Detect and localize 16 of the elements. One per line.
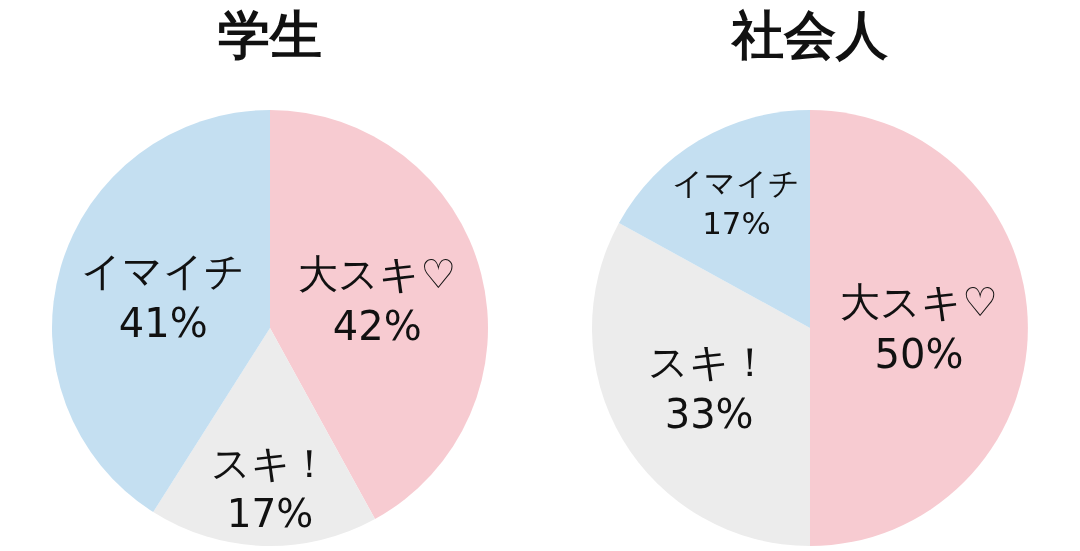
slice-label: イマイチ [672, 165, 801, 202]
data-label: 17% [226, 491, 314, 537]
slice-label: イマイチ [81, 247, 246, 294]
chart-title: 学生 [218, 4, 322, 65]
slice-label: 大スキ♡ [298, 251, 457, 298]
data-label: 41% [118, 299, 208, 346]
slice-label: スキ！ [648, 338, 771, 385]
data-label: 42% [332, 303, 422, 350]
pie-slice [810, 110, 1028, 546]
pie-slice [618, 110, 810, 328]
slice-label: スキ！ [210, 440, 330, 486]
data-label: 33% [664, 390, 754, 437]
chart-title: 社会人 [730, 4, 888, 65]
slice-label: 大スキ♡ [840, 279, 998, 325]
data-label: 17% [702, 205, 771, 242]
data-label: 50% [874, 331, 964, 377]
